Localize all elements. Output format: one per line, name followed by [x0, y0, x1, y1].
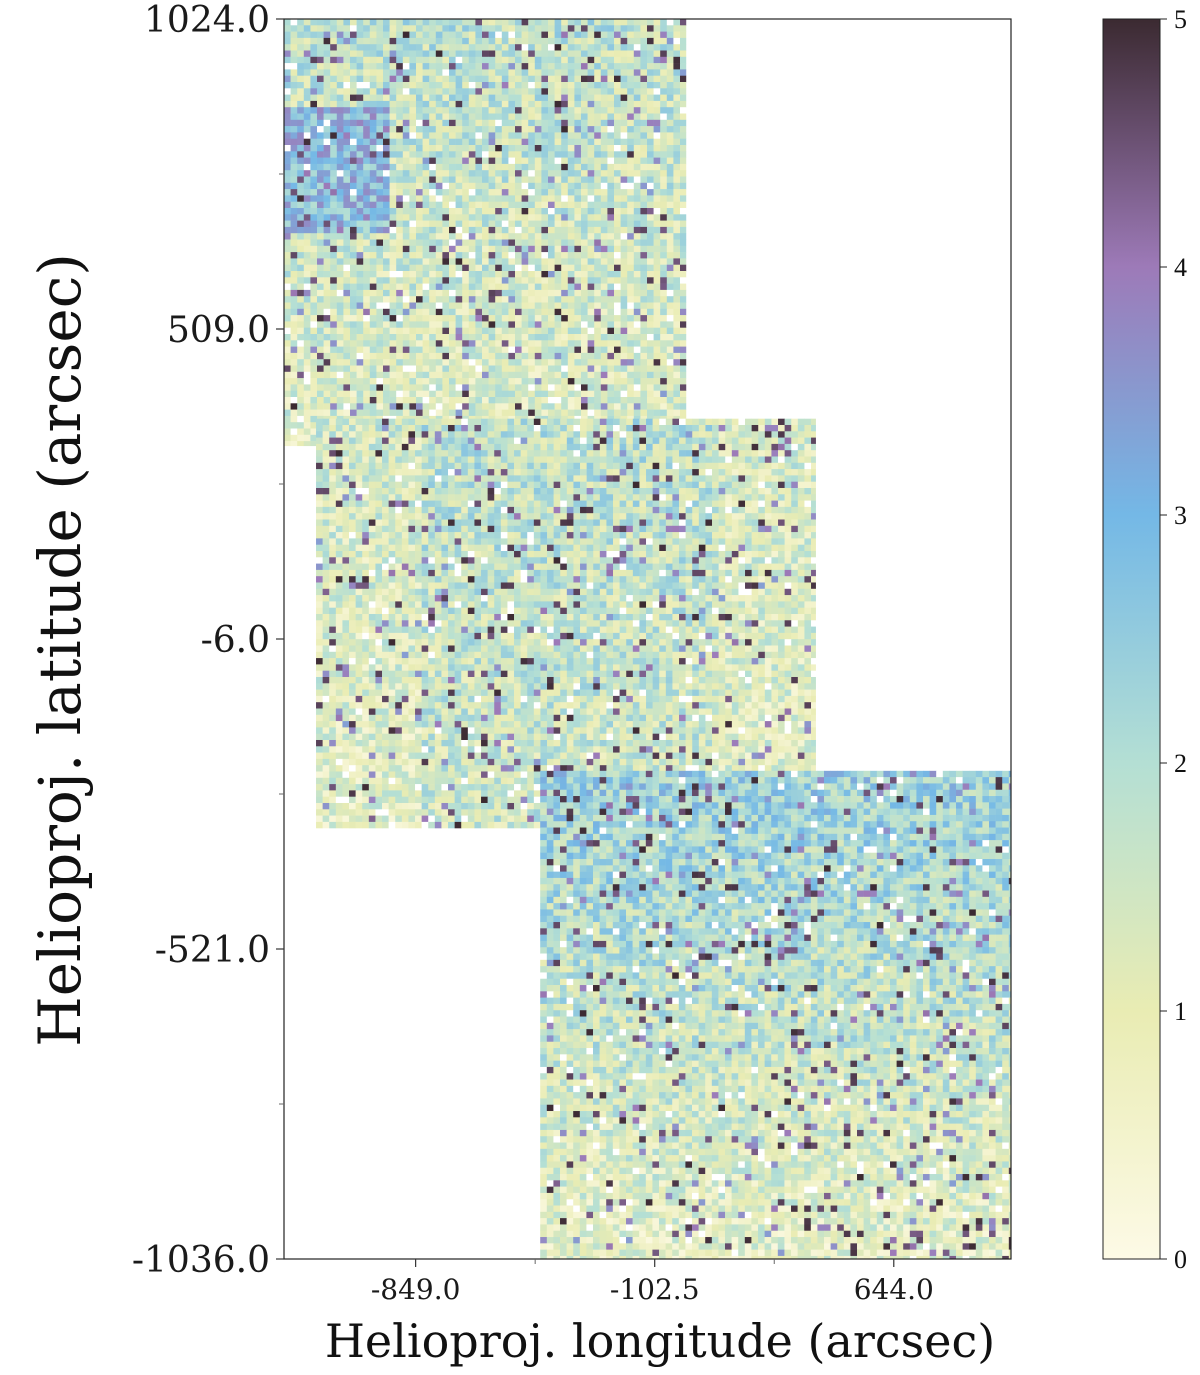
y-axis-ticks: 1024.0 509.0 -6.0 -521.0 -1036.0 [132, 0, 284, 1281]
colorbar-tick-label: 1 [1174, 997, 1187, 1026]
colorbar-ticks: 0 1 2 3 4 5 [1160, 5, 1187, 1274]
x-tick-label: -102.5 [610, 1273, 700, 1306]
x-tick-label: -849.0 [371, 1273, 461, 1306]
x-tick-label: 644.0 [854, 1273, 934, 1306]
y-tick-label: -521.0 [155, 930, 270, 971]
x-axis-label: Helioproj. longitude (arcsec) [325, 1314, 995, 1368]
south-mosaic-panel [540, 770, 1012, 1260]
colorbar-tick-label: 2 [1174, 749, 1187, 778]
colorbar-tick-label: 0 [1174, 1245, 1187, 1274]
y-tick-label: -6.0 [201, 620, 270, 661]
heatmap-cells [284, 19, 1012, 1260]
y-tick-label: -1036.0 [132, 1240, 270, 1281]
colorbar [1102, 18, 1161, 1260]
colorbar-tick-label: 5 [1174, 5, 1187, 34]
y-axis-label: Helioproj. latitude (arcsec) [26, 253, 94, 1047]
y-tick-label: 1024.0 [144, 0, 270, 41]
middle-mosaic-panel [316, 418, 816, 829]
y-tick-label: 509.0 [167, 310, 270, 351]
colorbar-tick-label: 4 [1174, 253, 1187, 282]
x-axis-ticks: -849.0 -102.5 644.0 [371, 1259, 934, 1306]
north-mosaic-panel [284, 19, 687, 447]
colorbar-tick-label: 3 [1174, 501, 1187, 530]
